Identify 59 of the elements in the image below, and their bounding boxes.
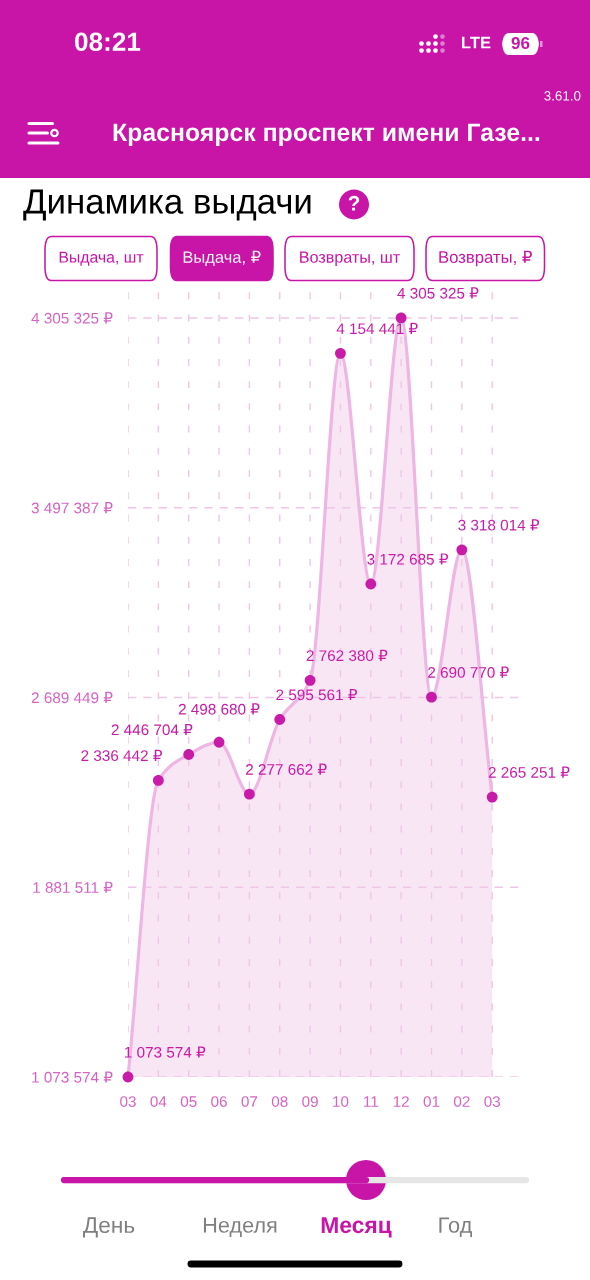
data-label: 2 595 561 ₽: [276, 688, 357, 701]
text: Месяц: [321, 1217, 392, 1238]
point: [243, 788, 255, 800]
data-label: 3 318 014 ₽: [458, 519, 540, 531]
point: [274, 714, 286, 725]
text: 96: [511, 36, 530, 50]
text: Год: [439, 1217, 473, 1237]
text: Выдача, шт: [59, 251, 144, 266]
x-tick-label: 04: [150, 1096, 167, 1107]
data-label: 2 336 442 ₽: [81, 749, 162, 762]
text: Возвраты, шт: [300, 251, 400, 267]
point: [213, 736, 225, 748]
point: [122, 1071, 134, 1083]
text: День: [83, 1217, 135, 1238]
data-label: 2 762 380 ₽: [306, 649, 388, 662]
data-label: 4 154 441 ₽: [336, 322, 418, 335]
text: 08:21: [75, 32, 141, 52]
x-tick-label: 03: [484, 1096, 501, 1107]
y-tick-label: 3 497 387 ₽: [31, 502, 113, 514]
y-tick-label: 2 689 449 ₽: [31, 691, 113, 704]
text: 3.61.0: [544, 91, 581, 101]
point: [365, 578, 377, 590]
x-tick-label: 11: [364, 1096, 378, 1107]
data-label: 2 690 770 ₽: [428, 666, 509, 678]
data-label: 3 172 685 ₽: [367, 553, 449, 565]
text: Выдача, ₽: [183, 250, 261, 267]
text: Неделя: [203, 1217, 277, 1237]
point: [395, 312, 407, 324]
x-tick-label: 03: [120, 1096, 136, 1107]
data-label: 2 277 662 ₽: [246, 763, 327, 775]
x-tick-label: 09: [302, 1096, 318, 1107]
point: [152, 774, 164, 786]
text: LTE: [462, 36, 491, 49]
data-label: 2 446 704 ₽: [111, 723, 193, 736]
point: [486, 791, 498, 803]
data-label: 4 305 325 ₽: [397, 287, 479, 299]
x-tick-label: 07: [241, 1096, 258, 1107]
text: ?: [348, 195, 360, 211]
data-label: 1 073 574 ₽: [125, 1046, 206, 1058]
point: [183, 749, 195, 760]
data-label: 2 265 251 ₽: [488, 766, 570, 778]
point: [426, 691, 437, 703]
y-tick-label: 1 881 511 ₽: [33, 881, 113, 893]
point: [304, 674, 316, 686]
x-tick-label: 08: [271, 1096, 288, 1107]
text: Возвраты, ₽: [439, 250, 532, 267]
x-tick-label: 05: [180, 1096, 197, 1107]
x-tick-label: 12: [393, 1096, 409, 1107]
x-tick-label: 01: [423, 1096, 440, 1107]
x-tick-label: 02: [453, 1096, 470, 1107]
data-label: 2 498 680 ₽: [178, 703, 260, 715]
x-tick-label: 06: [211, 1096, 227, 1107]
x-tick-label: 10: [333, 1096, 349, 1107]
chart-subtitle: Красноярск проспект имени Газе...: [113, 123, 540, 147]
point: [456, 544, 468, 556]
chart-title: Динамика выдачи: [23, 189, 311, 221]
y-tick-label: 1 073 574 ₽: [32, 1071, 113, 1083]
point: [335, 347, 346, 359]
y-tick-label: 4 305 325 ₽: [31, 312, 113, 324]
